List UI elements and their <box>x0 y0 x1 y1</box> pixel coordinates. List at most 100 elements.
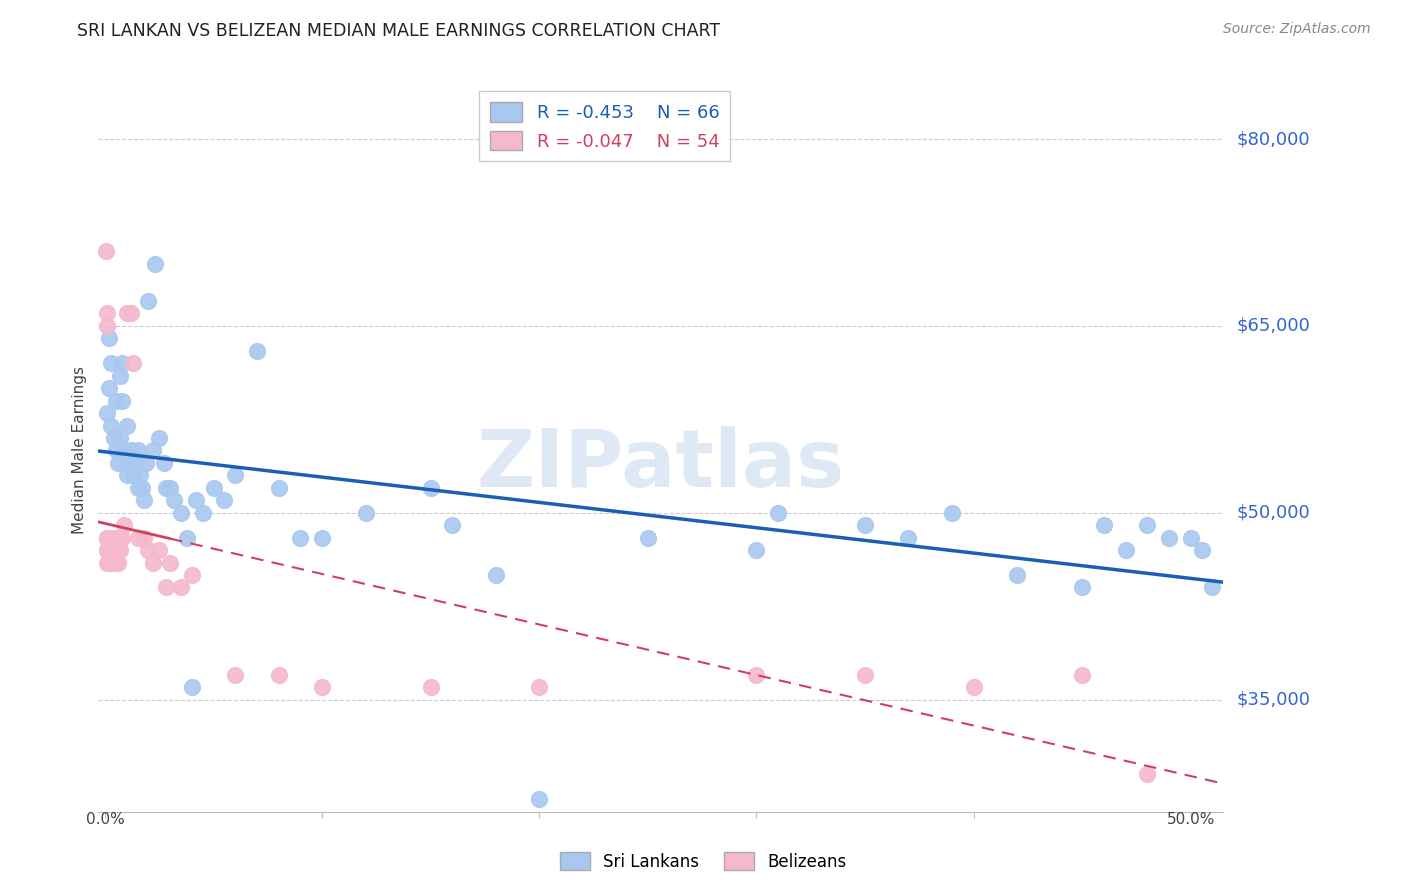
Point <box>176 531 198 545</box>
Point <box>114 443 136 458</box>
Point <box>1157 531 1180 545</box>
Point <box>107 456 129 470</box>
Point <box>142 556 165 570</box>
Point <box>529 680 551 694</box>
Point <box>104 543 127 558</box>
Point <box>100 556 122 570</box>
Point <box>267 667 290 681</box>
Point <box>107 556 129 570</box>
Text: ZIPatlas: ZIPatlas <box>477 425 845 504</box>
Point <box>115 468 138 483</box>
Point <box>108 543 131 558</box>
Point <box>98 331 121 345</box>
Point <box>1115 543 1137 558</box>
Point <box>485 568 508 582</box>
Point <box>745 543 768 558</box>
Point <box>637 531 659 545</box>
Point <box>1071 581 1094 595</box>
Point <box>96 531 118 545</box>
Point <box>246 343 269 358</box>
Legend: R = -0.453    N = 66, R = -0.047    N = 54: R = -0.453 N = 66, R = -0.047 N = 54 <box>479 91 730 161</box>
Point <box>104 556 127 570</box>
Point <box>98 556 121 570</box>
Point <box>108 531 131 545</box>
Point <box>122 468 145 483</box>
Point <box>184 493 207 508</box>
Point <box>159 556 181 570</box>
Point <box>115 418 138 433</box>
Point <box>1071 667 1094 681</box>
Point <box>115 306 138 320</box>
Point <box>100 356 122 370</box>
Point <box>100 418 122 433</box>
Legend: Sri Lankans, Belizeans: Sri Lankans, Belizeans <box>551 844 855 880</box>
Point <box>354 506 377 520</box>
Point <box>155 581 177 595</box>
Text: Source: ZipAtlas.com: Source: ZipAtlas.com <box>1223 22 1371 37</box>
Point <box>1005 568 1028 582</box>
Point <box>897 531 920 545</box>
Point <box>98 556 121 570</box>
Point <box>96 531 118 545</box>
Point <box>191 506 214 520</box>
Point <box>127 443 149 458</box>
Point <box>98 543 121 558</box>
Point <box>529 792 551 806</box>
Point <box>111 356 134 370</box>
Text: $35,000: $35,000 <box>1236 690 1310 708</box>
Text: $65,000: $65,000 <box>1236 317 1310 334</box>
Point <box>131 481 153 495</box>
Point <box>170 581 193 595</box>
Point <box>96 306 118 320</box>
Point <box>103 556 125 570</box>
Point <box>163 493 186 508</box>
Point <box>766 506 789 520</box>
Text: SRI LANKAN VS BELIZEAN MEDIAN MALE EARNINGS CORRELATION CHART: SRI LANKAN VS BELIZEAN MEDIAN MALE EARNI… <box>77 22 720 40</box>
Point <box>108 368 131 383</box>
Point <box>98 381 121 395</box>
Point <box>1191 543 1213 558</box>
Point <box>138 293 160 308</box>
Point <box>853 518 876 533</box>
Point <box>311 531 333 545</box>
Point <box>111 393 134 408</box>
Point <box>419 481 441 495</box>
Point <box>267 481 290 495</box>
Point <box>103 431 125 445</box>
Point <box>100 543 122 558</box>
Point <box>180 568 202 582</box>
Point <box>127 481 149 495</box>
Point <box>290 531 312 545</box>
Point <box>96 543 118 558</box>
Point <box>419 680 441 694</box>
Point <box>111 531 134 545</box>
Point <box>118 456 141 470</box>
Point <box>100 531 122 545</box>
Point <box>142 443 165 458</box>
Point <box>107 543 129 558</box>
Point <box>143 257 166 271</box>
Point <box>96 556 118 570</box>
Point <box>96 406 118 420</box>
Point <box>853 667 876 681</box>
Point <box>1180 531 1202 545</box>
Y-axis label: Median Male Earnings: Median Male Earnings <box>72 367 87 534</box>
Point <box>104 543 127 558</box>
Point <box>103 556 125 570</box>
Point <box>108 431 131 445</box>
Point <box>1136 518 1159 533</box>
Point <box>224 667 246 681</box>
Point <box>107 531 129 545</box>
Point <box>132 493 155 508</box>
Point <box>214 493 236 508</box>
Point <box>1201 581 1223 595</box>
Point <box>94 244 117 259</box>
Point <box>103 531 125 545</box>
Point <box>224 468 246 483</box>
Point <box>114 518 136 533</box>
Point <box>1136 767 1159 781</box>
Point <box>98 531 121 545</box>
Point <box>155 481 177 495</box>
Point <box>96 543 118 558</box>
Point <box>159 481 181 495</box>
